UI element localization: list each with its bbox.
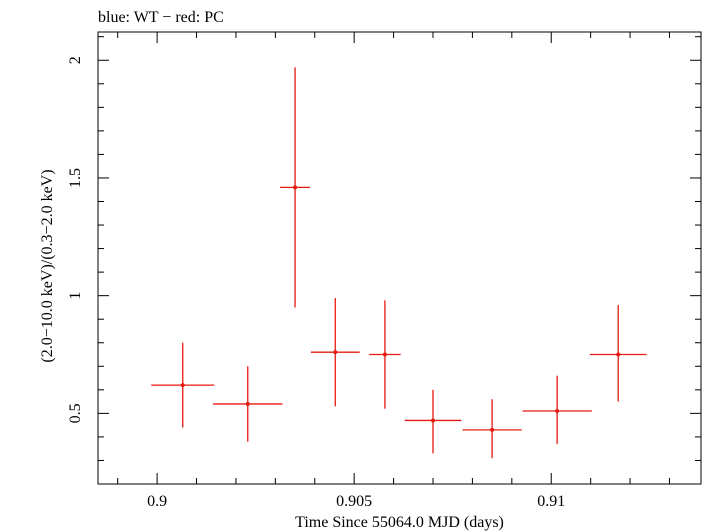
y-tick-label: 2 xyxy=(67,56,84,64)
data-marker xyxy=(431,418,435,423)
y-axis-label: (2.0−10.0 keV)/(0.3−2.0 keV) xyxy=(39,169,56,362)
x-tick-label: 0.91 xyxy=(537,493,565,510)
data-point xyxy=(280,67,311,308)
data-point xyxy=(404,389,462,454)
y-tick-label: 0.5 xyxy=(67,403,84,423)
data-marker xyxy=(555,409,560,414)
data-point xyxy=(151,342,215,428)
data-marker xyxy=(293,185,298,190)
x-tick-label: 0.905 xyxy=(336,493,372,510)
x-axis-ticks: 0.9 0.905 0.91 xyxy=(117,32,670,510)
data-point xyxy=(310,298,360,407)
y-axis-ticks: 0.5 1 1.5 2 xyxy=(67,36,701,485)
x-tick-label: 0.9 xyxy=(147,493,167,510)
data-marker xyxy=(180,383,185,388)
y-tick-label: 1.5 xyxy=(67,168,84,188)
data-point xyxy=(589,305,647,402)
data-point xyxy=(213,366,283,442)
data-marker xyxy=(616,352,621,357)
data-point xyxy=(462,399,522,459)
data-marker xyxy=(382,352,387,357)
data-point xyxy=(369,300,401,409)
data-marker xyxy=(333,350,338,355)
data-point xyxy=(522,375,592,444)
data-series xyxy=(151,67,647,459)
data-marker xyxy=(245,401,250,406)
x-axis-label: Time Since 55064.0 MJD (days) xyxy=(295,514,504,531)
plot-frame xyxy=(97,31,702,485)
data-marker xyxy=(490,427,495,432)
chart-title: blue: WT − red: PC xyxy=(98,9,224,26)
y-tick-label: 1 xyxy=(67,292,84,300)
